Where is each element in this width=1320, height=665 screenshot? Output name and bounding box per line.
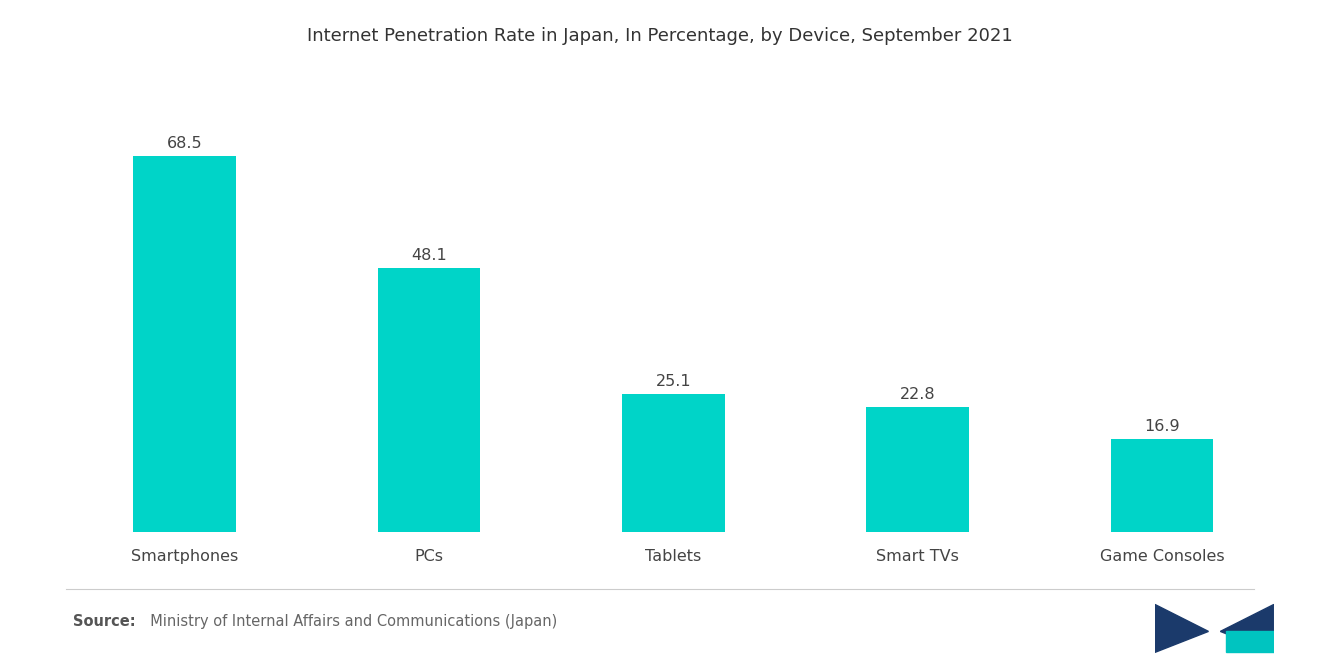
- Bar: [378, 268, 480, 532]
- Text: 16.9: 16.9: [1144, 420, 1180, 434]
- Polygon shape: [1155, 604, 1209, 652]
- Bar: [622, 394, 725, 532]
- Polygon shape: [1220, 604, 1274, 652]
- Bar: [1110, 440, 1213, 532]
- Bar: [1226, 632, 1274, 652]
- Text: Source:: Source:: [73, 614, 135, 629]
- Text: Internet Penetration Rate in Japan, In Percentage, by Device, September 2021: Internet Penetration Rate in Japan, In P…: [308, 27, 1012, 45]
- Text: Ministry of Internal Affairs and Communications (Japan): Ministry of Internal Affairs and Communi…: [141, 614, 557, 629]
- Text: 48.1: 48.1: [411, 248, 446, 263]
- Text: 68.5: 68.5: [166, 136, 202, 151]
- Bar: [133, 156, 236, 532]
- Bar: [866, 407, 969, 532]
- Text: 25.1: 25.1: [656, 374, 690, 389]
- Text: 22.8: 22.8: [900, 387, 936, 402]
